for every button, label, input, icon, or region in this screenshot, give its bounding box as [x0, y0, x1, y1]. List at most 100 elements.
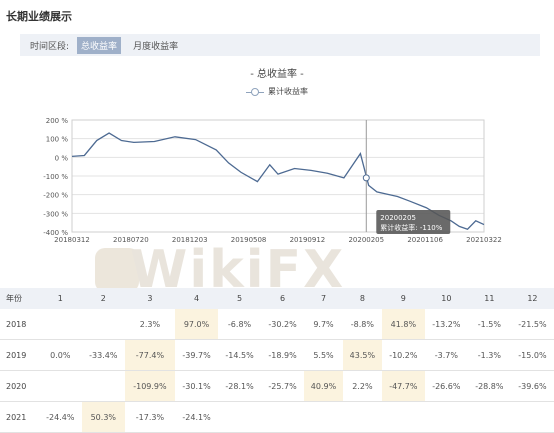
return-cell: -28.8% [467, 370, 511, 402]
return-cell: -6.8% [218, 309, 262, 340]
return-cell: 2.2% [342, 370, 382, 402]
table-row: 2019 0.0% -33.4% -77.4% -39.7% -14.5% -18.9% 5.… [0, 339, 554, 371]
tooltip-value: 累计收益率: -110% [380, 223, 442, 232]
return-cell: 43.5% [342, 339, 382, 371]
x-tick-label: 20200205 [348, 236, 384, 243]
chart-title: - 总收益率 - [250, 69, 304, 80]
legend-label: 累计收益率 [268, 87, 308, 96]
return-cell [510, 401, 554, 433]
chart-legend[interactable]: 累计收益率 [0, 86, 554, 97]
return-cell: -24.4% [38, 401, 82, 433]
header-month: 3 [124, 288, 176, 309]
return-cell: 50.3% [81, 401, 125, 433]
page-title: 长期业绩展示 [6, 10, 72, 23]
return-cell: 97.0% [175, 309, 219, 340]
return-cell [218, 401, 262, 433]
header-month: 8 [342, 288, 382, 309]
return-cell [467, 401, 511, 433]
return-cell: -47.7% [381, 370, 425, 402]
x-tick-label: 20190508 [231, 236, 267, 243]
monthly-return-table: 年份 1 2 3 4 5 6 7 8 9 10 11 12 2018 2.3% 97.0% -6.8% -30.… [0, 288, 554, 433]
header-month: 12 [510, 288, 554, 309]
return-chart[interactable]: 200 %100 %0 %-100 %-200 %-300 %-400 %201… [0, 108, 554, 243]
time-range-filter: 时间区段: 总收益率 月度收益率 [20, 34, 540, 56]
tooltip-box [376, 210, 451, 234]
header-month: 2 [81, 288, 125, 309]
x-tick-label: 20190912 [290, 236, 326, 243]
header-month: 1 [38, 288, 82, 309]
return-cell: -30.1% [175, 370, 219, 402]
tab-total-return[interactable]: 总收益率 [77, 36, 122, 54]
return-cell [38, 309, 82, 340]
year-cell: 2018 [0, 309, 39, 340]
return-cell: 9.7% [304, 309, 343, 340]
legend-marker-icon [246, 87, 264, 96]
return-cell: -30.2% [261, 309, 305, 340]
x-tick-label: 20180312 [54, 236, 90, 243]
return-cell: -21.5% [510, 309, 554, 340]
tab-monthly-return[interactable]: 月度收益率 [133, 41, 179, 52]
y-tick-label: 0 % [55, 154, 69, 162]
plot-frame [71, 119, 485, 233]
x-tick-label: 20180720 [113, 236, 149, 243]
return-cell [381, 401, 425, 433]
return-cell: -8.8% [342, 309, 382, 340]
time-range-label: 时间区段: [30, 41, 70, 52]
return-cell: -17.3% [124, 401, 176, 433]
return-cell: 5.5% [304, 339, 343, 371]
return-cell: -109.9% [124, 370, 176, 402]
return-cell: 41.8% [381, 309, 425, 340]
header-month: 5 [218, 288, 262, 309]
tooltip-date: 20200205 [380, 214, 416, 222]
x-tick-label: 20181203 [172, 236, 208, 243]
y-tick-label: -300 % [43, 210, 68, 218]
return-cell: -14.5% [218, 339, 262, 371]
y-tick-label: -400 % [43, 229, 68, 237]
return-cell [81, 370, 125, 402]
header-month: 4 [175, 288, 219, 309]
table-row: 2020 -109.9% -30.1% -28.1% -25.7% 40.9% 2.2% -4… [0, 370, 554, 402]
return-cell: -10.2% [381, 339, 425, 371]
return-cell: -26.6% [424, 370, 468, 402]
return-cell [81, 309, 125, 340]
header-year: 年份 [0, 288, 39, 309]
table-row: 2018 2.3% 97.0% -6.8% -30.2% 9.7% -8.8% 41.8% -1… [0, 309, 554, 340]
table-row: 2021 -24.4% 50.3% -17.3% -24.1% [0, 401, 554, 433]
return-cell: -28.1% [218, 370, 262, 402]
return-cell: -39.7% [175, 339, 219, 371]
return-cell: 40.9% [304, 370, 343, 402]
y-tick-label: -100 % [43, 173, 68, 181]
crosshair-point [362, 174, 370, 182]
return-cell: -39.6% [510, 370, 554, 402]
return-cell [261, 401, 305, 433]
return-cell: -13.2% [424, 309, 468, 340]
x-tick-label: 20210322 [466, 236, 502, 243]
return-cell: -18.9% [261, 339, 305, 371]
return-cell: -24.1% [175, 401, 219, 433]
return-cell: -15.0% [510, 339, 554, 371]
return-cell: -1.5% [467, 309, 511, 340]
return-cell: 2.3% [124, 309, 176, 340]
return-cell: -77.4% [124, 339, 176, 371]
header-month: 11 [467, 288, 511, 309]
year-cell: 2020 [0, 370, 39, 402]
return-cell [304, 401, 343, 433]
header-month: 9 [381, 288, 425, 309]
header-month: 6 [261, 288, 305, 309]
return-cell [424, 401, 468, 433]
y-tick-label: 200 % [46, 117, 69, 125]
return-cell: -3.7% [424, 339, 468, 371]
return-cell: -25.7% [261, 370, 305, 402]
table-header-row: 年份 1 2 3 4 5 6 7 8 9 10 11 12 [0, 288, 554, 309]
y-tick-label: 100 % [46, 136, 69, 144]
watermark-logo-icon [95, 248, 139, 292]
return-cell: -33.4% [81, 339, 125, 371]
return-cell [342, 401, 382, 433]
header-month: 7 [304, 288, 343, 309]
header-month: 10 [424, 288, 468, 309]
y-tick-label: -200 % [43, 192, 68, 200]
return-cell: 0.0% [38, 339, 82, 371]
return-cell: -1.3% [467, 339, 511, 371]
year-cell: 2021 [0, 401, 39, 433]
